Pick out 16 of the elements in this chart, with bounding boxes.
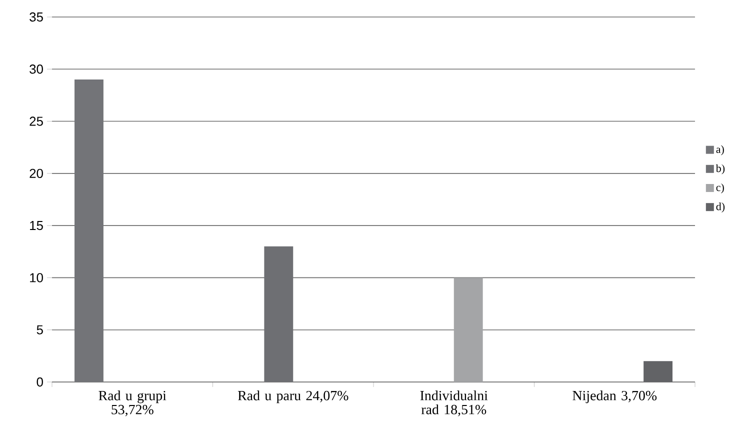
y-tick-label: 0: [36, 377, 43, 387]
legend-label: b): [716, 164, 725, 174]
y-tick-label: 20: [30, 168, 43, 178]
x-tick-label: Nijedan 3,70%: [572, 390, 657, 404]
x-tick-label: Rad u grupi 53,72%: [98, 390, 166, 416]
x-tick-label: Individualni rad 18,51%: [420, 390, 488, 416]
legend-label: d): [716, 202, 725, 212]
y-tick-label: 15: [30, 221, 43, 230]
legend-label: c): [716, 183, 724, 194]
y-tick-label: 10: [30, 273, 43, 282]
x-tick-label: Rad u paru 24,07%: [238, 390, 348, 404]
y-tick-label: 5: [36, 325, 43, 334]
y-tick-label: 25: [30, 116, 43, 126]
y-tick-label: 35: [30, 12, 43, 22]
y-tick-label: 30: [30, 64, 43, 74]
legend-label: a): [716, 145, 724, 156]
